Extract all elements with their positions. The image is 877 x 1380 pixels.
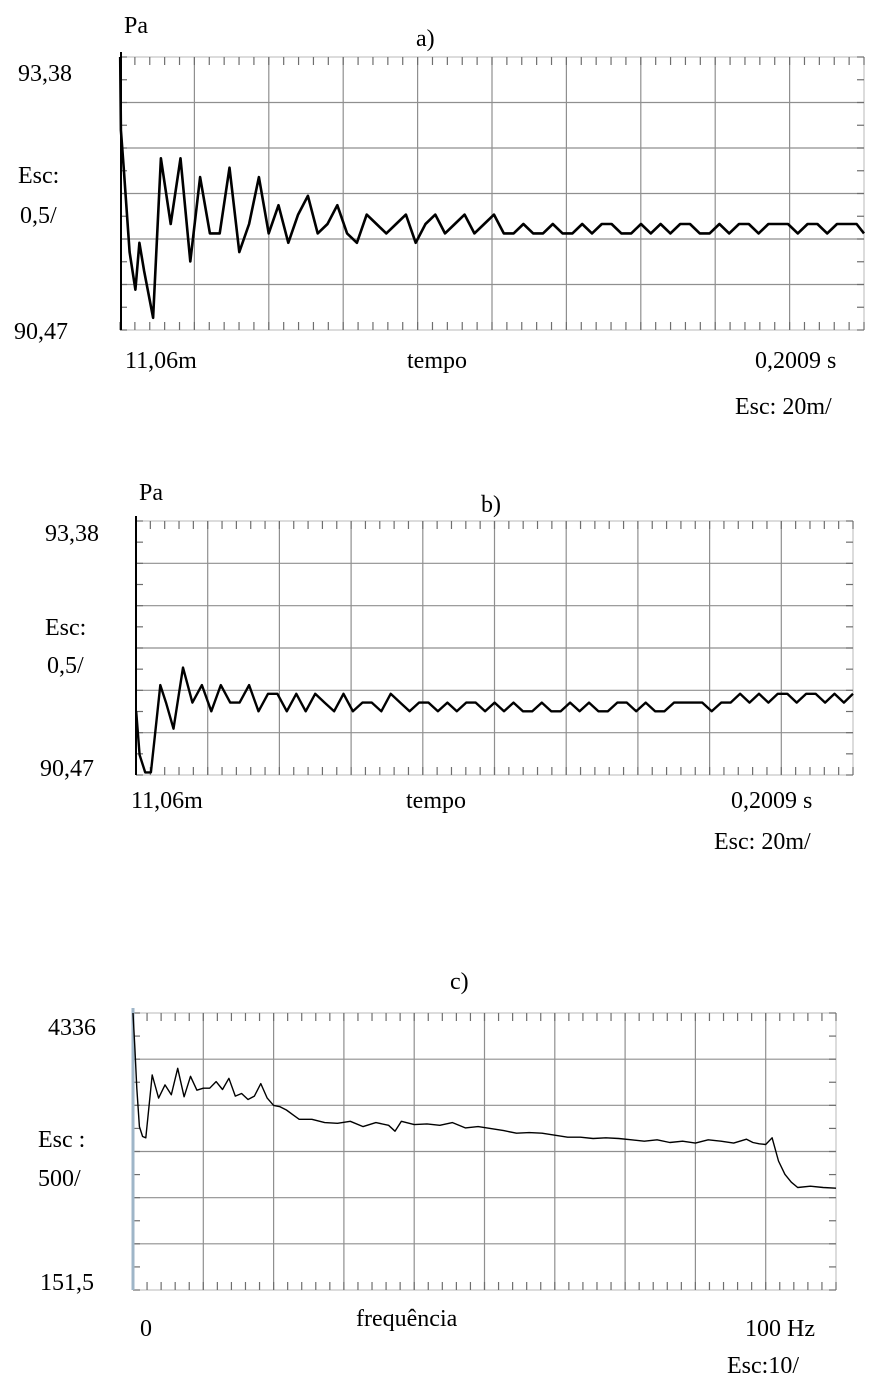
panel-b-y-bottom-label: 90,47 [40,756,94,782]
panel-c-title: c) [450,969,469,995]
panel-b-y-top-label: 93,38 [45,521,99,547]
panel-c-y-scale-label-1: Esc : [38,1127,86,1153]
panel-b-x-end-label: 0,2009 s [731,788,813,814]
panel-b-title: b) [481,492,501,518]
panel-a-y-unit: Pa [124,13,148,39]
panel-a-data-line [118,56,866,320]
panel-a-y-bottom-label: 90,47 [14,319,68,345]
panel-a-x-scale-label: Esc: 20m/ [735,394,832,420]
panel-b-y-unit: Pa [139,480,163,506]
panel-a-x-start-label: 11,06m [125,348,197,374]
panel-c-y-scale-label-2: 500/ [38,1166,81,1192]
panel-b-data-line [135,666,854,774]
panel-c-data-line [132,1012,837,1189]
panel-a-y-scale-label-1: Esc: [18,163,60,189]
panel-a-title: a) [416,26,435,52]
panel-c-x-scale-label: Esc:10/ [727,1353,799,1379]
panel-a-x-end-label: 0,2009 s [755,348,837,374]
panel-b-y-scale-label-2: 0,5/ [47,653,84,679]
panel-b-x-start-label: 11,06m [131,788,203,814]
panel-a-y-scale-label-2: 0,5/ [20,203,57,229]
panel-c-x-start-label: 0 [140,1316,152,1342]
panel-b-x-scale-label: Esc: 20m/ [714,829,811,855]
panel-c-y-bottom-label: 151,5 [40,1270,94,1296]
panel-c-x-axis-label: frequência [356,1306,458,1332]
panel-b-x-axis-label: tempo [406,788,466,814]
panel-a-y-top-label: 93,38 [18,61,72,87]
panel-c-y-top-label: 4336 [48,1015,96,1041]
panel-a-x-axis-label: tempo [407,348,467,374]
panel-c-x-end-label: 100 Hz [745,1316,815,1342]
panel-b-y-scale-label-1: Esc: [45,615,87,641]
